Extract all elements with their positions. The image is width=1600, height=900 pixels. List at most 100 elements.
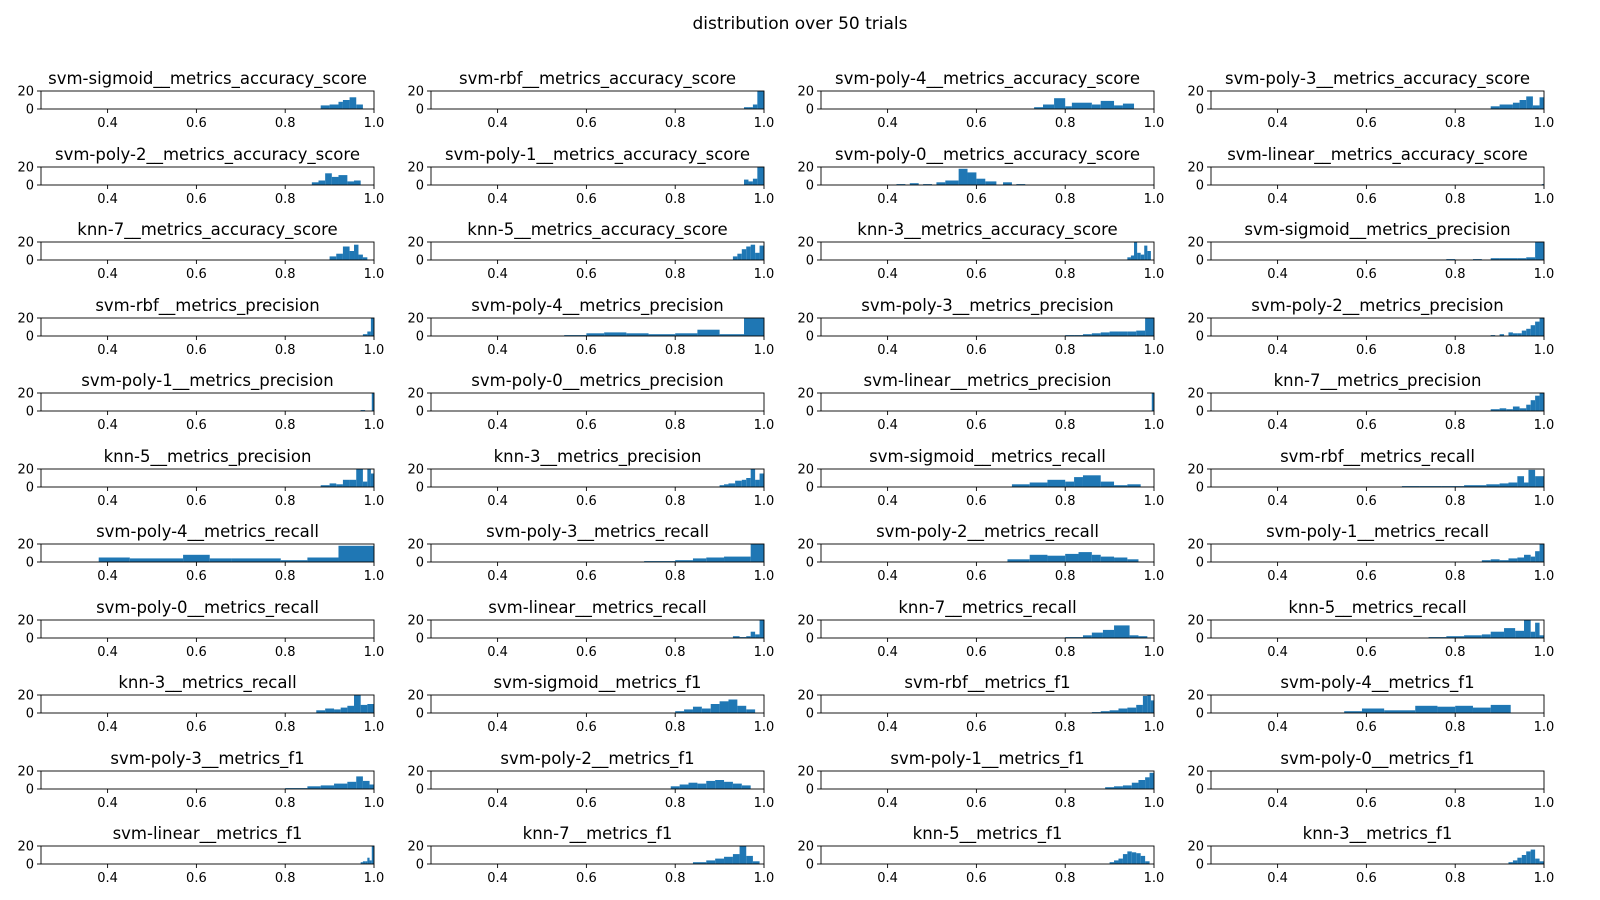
- x-tick-label: 0.8: [1445, 494, 1466, 509]
- histogram-bar: [370, 473, 374, 487]
- y-tick-label: 20: [17, 689, 34, 704]
- x-tick-label: 0.8: [1445, 343, 1466, 358]
- y-tick-label: 0: [806, 783, 814, 798]
- subplot: svm-poly-1__metrics_accuracy_score 0.4 0.6…: [407, 145, 774, 207]
- bars: [1490, 96, 1544, 109]
- y-tick-label: 20: [17, 85, 34, 100]
- histogram-bar: [1114, 786, 1123, 789]
- x-tick-label: 1.0: [1534, 192, 1555, 207]
- bars: [1011, 475, 1141, 487]
- histogram-bar: [1539, 861, 1544, 864]
- y-tick-label: 0: [26, 707, 34, 722]
- histogram-bar: [1065, 553, 1079, 562]
- axes-frame: [820, 468, 1155, 488]
- y-tick-label: 0: [806, 179, 814, 194]
- x-tick-label: 1.0: [1144, 720, 1165, 735]
- histogram-bar: [331, 176, 339, 185]
- histogram-bar: [1526, 851, 1531, 864]
- axes-frame: [1210, 619, 1545, 639]
- x-tick-label: 0.4: [1267, 720, 1288, 735]
- x-tick-label: 0.4: [1267, 343, 1288, 358]
- subplot-title: knn-7__metrics_accuracy_score: [77, 220, 337, 240]
- histogram-bar: [1127, 707, 1137, 713]
- histogram-bar: [1118, 858, 1123, 864]
- x-tick-label: 0.6: [576, 494, 597, 509]
- bars: [896, 168, 1026, 185]
- histogram-bar: [692, 706, 702, 713]
- x-tick-label: 0.6: [1356, 796, 1377, 811]
- x-tick-label: 0.6: [576, 267, 597, 282]
- x-tick-label: 0.8: [275, 343, 296, 358]
- x-tick-label: 1.0: [1144, 418, 1165, 433]
- histogram-bar: [1100, 332, 1110, 336]
- bars: [1127, 242, 1151, 260]
- histogram-bar: [1145, 861, 1150, 864]
- histogram-bar: [1082, 334, 1092, 336]
- x-tick-label: 0.8: [1445, 720, 1466, 735]
- histogram-bar: [750, 544, 764, 562]
- histogram-bar: [1118, 331, 1128, 336]
- histogram-bar: [739, 637, 747, 638]
- histogram-bar: [719, 701, 729, 713]
- histogram-bar: [1054, 98, 1066, 109]
- histogram-bar: [358, 254, 363, 260]
- subplot: svm-linear__metrics_recall 0.4 0.6 0.8 1.0 0 2…: [407, 598, 774, 660]
- histogram-bar: [1519, 100, 1527, 109]
- histogram-bar: [1091, 554, 1101, 562]
- x-tick-label: 0.4: [877, 267, 898, 282]
- histogram-bar: [737, 253, 742, 260]
- x-tick-label: 0.6: [966, 116, 987, 131]
- subplot: svm-rbf__metrics_f1 0.4 0.6 0.8 1.0 0 20: [797, 673, 1164, 735]
- histogram-bar: [98, 557, 130, 562]
- histogram-bar: [692, 862, 707, 864]
- x-tick-label: 0.6: [1356, 569, 1377, 584]
- x-tick-label: 0.8: [1445, 116, 1466, 131]
- x-tick-label: 0.4: [487, 418, 508, 433]
- subplot: svm-sigmoid__metrics_precision 0.4 0.6 0.8 1…: [1187, 220, 1554, 282]
- y-tick-label: 20: [17, 538, 34, 553]
- subplot-title: knn-3__metrics_precision: [494, 447, 702, 467]
- x-tick-label: 1.0: [364, 871, 385, 886]
- x-tick-label: 0.6: [186, 418, 207, 433]
- histogram-bar: [360, 410, 366, 411]
- histogram-bar: [1526, 404, 1531, 411]
- x-tick-label: 0.8: [1445, 645, 1466, 660]
- subplot: svm-sigmoid__metrics_accuracy_score 0.4 0.…: [17, 69, 384, 131]
- histogram-bar: [1122, 785, 1132, 789]
- subplot: knn-5__metrics_recall 0.4 0.6 0.8 1.0 0 20: [1187, 598, 1554, 660]
- histogram-bar: [347, 781, 357, 789]
- x-tick-label: 0.4: [97, 116, 118, 131]
- bars: [1091, 695, 1154, 713]
- y-tick-label: 20: [407, 463, 424, 478]
- histogram-bar: [1524, 482, 1529, 487]
- histogram-bar: [369, 860, 372, 864]
- x-tick-label: 0.8: [275, 116, 296, 131]
- figure-title: distribution over 50 trials: [692, 14, 908, 34]
- subplot: svm-poly-2__metrics_precision 0.4 0.6 0.8 1.…: [1187, 296, 1554, 358]
- x-tick-label: 0.4: [97, 645, 118, 660]
- y-tick-label: 20: [407, 538, 424, 553]
- x-tick-label: 0.4: [487, 645, 508, 660]
- y-tick-label: 0: [416, 103, 424, 118]
- histogram-bar: [757, 91, 764, 109]
- histogram-bar: [1539, 318, 1544, 336]
- histogram-bar: [362, 334, 368, 336]
- x-tick-label: 0.4: [487, 494, 508, 509]
- y-tick-label: 0: [26, 103, 34, 118]
- histogram-bar: [1149, 772, 1154, 789]
- y-tick-label: 20: [797, 463, 814, 478]
- histogram-bar: [1512, 860, 1518, 864]
- bars: [1481, 544, 1544, 562]
- histogram-bar: [945, 180, 959, 185]
- histogram-bar: [684, 709, 693, 713]
- histogram-bar: [1130, 255, 1135, 260]
- histogram-bar: [1512, 406, 1520, 411]
- subplot: svm-poly-0__metrics_recall 0.4 0.6 0.8 1.0 0 2…: [17, 598, 384, 660]
- x-tick-label: 0.6: [1356, 343, 1377, 358]
- bars: [1007, 552, 1139, 562]
- y-tick-label: 0: [26, 330, 34, 345]
- x-tick-label: 1.0: [754, 116, 775, 131]
- bars: [311, 173, 361, 185]
- x-tick-label: 0.8: [275, 569, 296, 584]
- histogram-bar: [752, 178, 758, 185]
